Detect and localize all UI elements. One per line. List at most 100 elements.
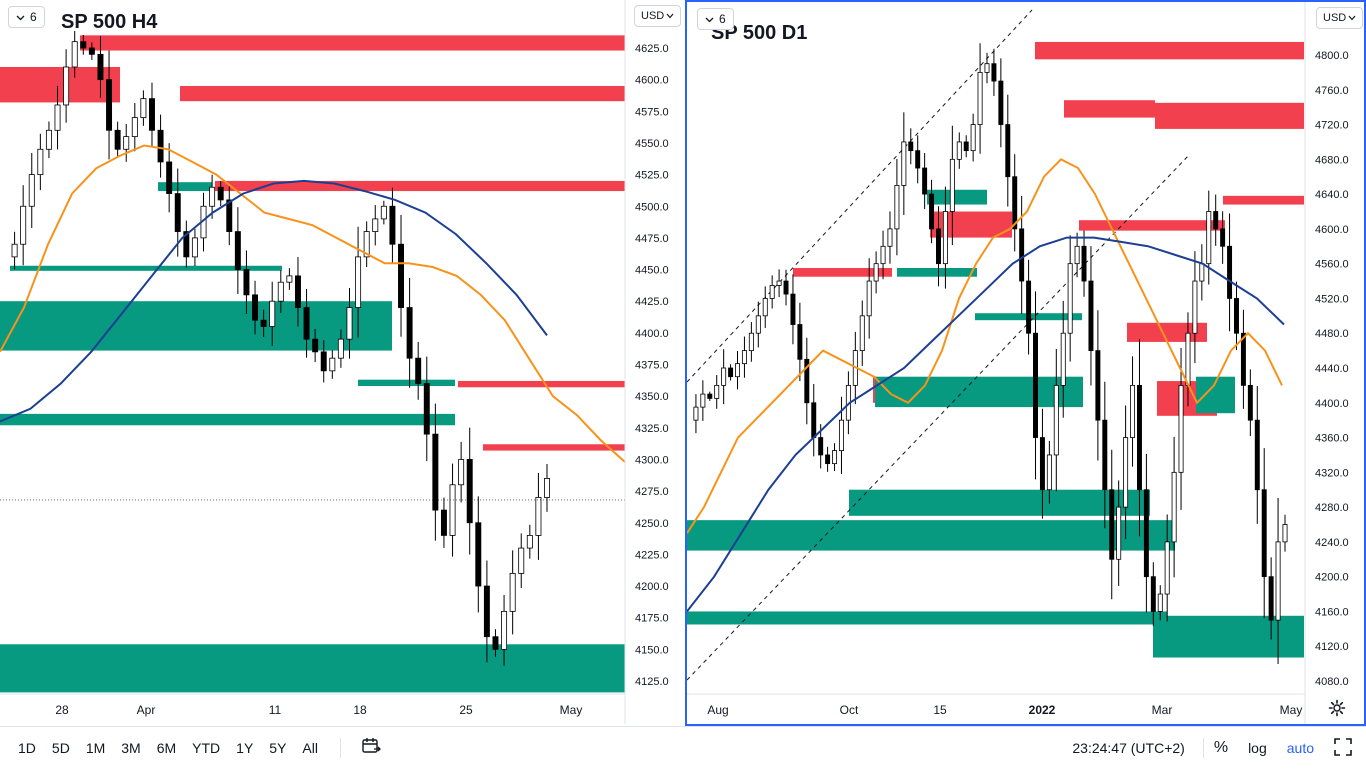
range-button-1m[interactable]: 1M: [85, 739, 106, 756]
price-tick-label: 4475.0: [635, 233, 669, 245]
candle-body: [277, 281, 284, 302]
price-tick-label: 4575.0: [635, 106, 669, 118]
candle-body: [1213, 211, 1219, 230]
candle-body: [942, 211, 948, 265]
currency-label: USD: [1323, 12, 1347, 24]
range-button-1d[interactable]: 1D: [18, 739, 36, 756]
candle-body: [1254, 419, 1260, 491]
chart-title: SP 500 H4: [61, 11, 158, 33]
bottom-toolbar-right: 23:24:47 (UTC+2) % log auto: [1062, 727, 1366, 769]
currency-dropdown[interactable]: USD: [634, 5, 682, 27]
candle-body: [707, 393, 713, 399]
ema-fast-line: [686, 158, 1283, 534]
candle-body: [1130, 384, 1136, 438]
range-button-5d[interactable]: 5D: [51, 739, 70, 756]
candle-body: [183, 231, 190, 258]
supply-zone: [1079, 220, 1225, 231]
price-tick-label: 4280.0: [1315, 502, 1349, 514]
range-button-1y[interactable]: 1Y: [236, 739, 254, 756]
log-scale-toggle[interactable]: log: [1248, 740, 1267, 756]
candle-body: [901, 141, 907, 186]
candle-body: [97, 53, 104, 81]
demand-zone: [0, 644, 625, 693]
time-tick-label: 25: [459, 703, 473, 717]
range-button-all[interactable]: All: [302, 739, 318, 756]
fullscreen-button[interactable]: [1324, 737, 1366, 759]
demand-zone: [158, 182, 212, 192]
candle-body: [880, 245, 886, 265]
demand-zone: [849, 489, 1150, 516]
interval-dropdown-button[interactable]: 6: [8, 6, 45, 28]
candle-body: [415, 357, 422, 384]
candle-body: [149, 98, 155, 131]
clock-timezone[interactable]: 23:24:47 (UTC+2): [1072, 740, 1185, 756]
price-tick-label: 4400.0: [635, 328, 669, 340]
candle-body: [1039, 437, 1045, 491]
candle-body: [714, 384, 720, 399]
candles-group: [11, 31, 550, 666]
candle-body: [991, 63, 997, 82]
candle-body: [329, 357, 336, 372]
price-tick-label: 4520.0: [1315, 293, 1349, 305]
chevron-down-icon: [16, 10, 25, 24]
candle-body: [693, 406, 699, 421]
candle-body: [535, 497, 542, 536]
candle-body: [449, 484, 456, 536]
chart-pane-d1[interactable]: 6 SP 500 D1 USD 4800.0 4760.0 4720.0 4680.0…: [685, 0, 1366, 726]
candle-body: [398, 243, 404, 308]
supply-zone: [793, 268, 892, 277]
range-button-6m[interactable]: 6M: [156, 739, 177, 756]
supply-zone: [80, 35, 625, 51]
price-tick-label: 4425.0: [635, 296, 669, 308]
chart-settings-button[interactable]: [1317, 696, 1357, 724]
price-tick-label: 4440.0: [1315, 363, 1349, 375]
candle-body: [526, 535, 533, 549]
candle-body: [389, 205, 396, 245]
percent-scale-toggle[interactable]: %: [1213, 739, 1229, 756]
candle-body: [11, 243, 18, 258]
chart-canvas[interactable]: 4800.0 4760.0 4720.0 4680.0 4640.0 4600.0 4560…: [686, 2, 1364, 724]
candle-body: [735, 363, 740, 378]
candle-body: [1261, 489, 1267, 578]
candle-body: [440, 509, 447, 536]
candle-body: [1074, 245, 1080, 265]
range-button-5y[interactable]: 5Y: [269, 739, 287, 756]
chart-canvas[interactable]: 4625.0 4600.0 4575.0 4550.0 4525.0 4500.0 4475…: [0, 0, 684, 726]
auto-scale-toggle[interactable]: auto: [1286, 740, 1314, 756]
candle-body: [769, 285, 775, 299]
chart-title: SP 500 D1: [711, 22, 808, 44]
candle-body: [157, 129, 164, 163]
compare-dates-button[interactable]: [351, 737, 391, 758]
candle-body: [963, 141, 969, 152]
price-tick-label: 4250.0: [635, 518, 669, 530]
candle-body: [243, 269, 250, 296]
divider: [339, 737, 341, 758]
candle-body: [501, 610, 508, 650]
candle-body: [1095, 350, 1101, 421]
gear-icon: [1328, 699, 1346, 722]
candle-body: [20, 205, 27, 245]
candle-body: [797, 324, 803, 360]
candle-body: [721, 367, 727, 386]
interval-dropdown-button[interactable]: 6: [697, 8, 734, 30]
chart-pane-h4[interactable]: 6 SP 500 H4 USD 4625.0 4600.0 4575.0 4550.0…: [0, 0, 684, 726]
candle-body: [423, 383, 430, 435]
range-button-3m[interactable]: 3M: [121, 739, 141, 756]
supply-zone: [1064, 100, 1155, 118]
range-button-ytd[interactable]: YTD: [192, 739, 221, 756]
price-tick-label: 4525.0: [635, 170, 669, 182]
candle-body: [908, 141, 914, 152]
candle-body: [832, 450, 838, 465]
time-tick-label: 2022: [1029, 703, 1056, 717]
price-tick-label: 4600.0: [635, 75, 669, 87]
candle-body: [372, 218, 379, 232]
candle-body: [312, 338, 319, 353]
price-tick-label: 4275.0: [635, 486, 669, 498]
candle-body: [804, 358, 810, 404]
supply-zone: [215, 180, 625, 192]
candle-body: [748, 332, 754, 352]
candle-body: [936, 228, 941, 265]
price-tick-label: 4550.0: [635, 138, 669, 150]
date-range-group: 1D 5D 1M 3M 6M YTD 1Y 5Y All: [0, 740, 326, 756]
currency-dropdown[interactable]: USD: [1316, 7, 1364, 29]
